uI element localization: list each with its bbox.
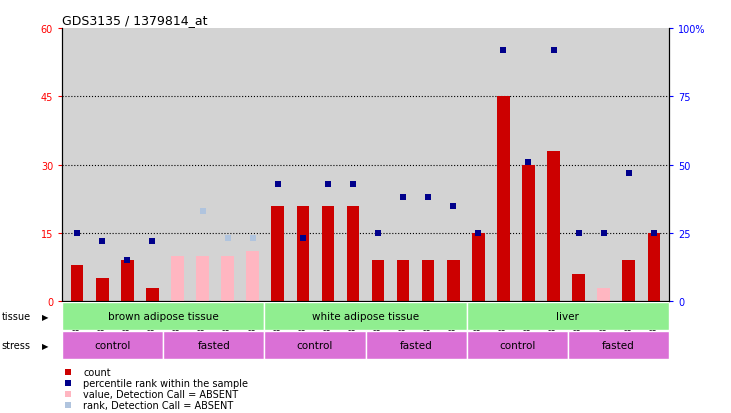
Text: tissue: tissue [1, 311, 31, 321]
Bar [96, 279, 108, 301]
Bar [422, 261, 434, 301]
Text: fasted: fasted [400, 340, 433, 350]
Bar [297, 206, 309, 301]
Bar [366, 331, 466, 359]
Bar [346, 206, 359, 301]
Text: white adipose tissue: white adipose tissue [312, 311, 419, 321]
Bar [221, 256, 234, 301]
Bar [71, 265, 83, 301]
Text: percentile rank within the sample: percentile rank within the sample [83, 378, 249, 388]
Bar [568, 331, 669, 359]
Bar [522, 165, 535, 301]
Text: control: control [94, 340, 131, 350]
Bar [265, 331, 366, 359]
Bar [648, 233, 660, 301]
Bar [171, 256, 183, 301]
Text: count: count [83, 368, 111, 377]
Text: ▶: ▶ [42, 341, 49, 350]
Bar [397, 261, 409, 301]
Text: control: control [297, 340, 333, 350]
Bar [447, 261, 460, 301]
Bar [597, 288, 610, 301]
Bar [572, 274, 585, 301]
Bar [62, 302, 265, 330]
Bar [246, 252, 259, 301]
Bar [271, 206, 284, 301]
Bar [372, 261, 385, 301]
Bar [265, 302, 466, 330]
Text: ▶: ▶ [42, 312, 49, 321]
Text: stress: stress [1, 340, 31, 350]
Text: fasted: fasted [602, 340, 635, 350]
Bar [466, 302, 669, 330]
Bar [196, 256, 209, 301]
Text: control: control [499, 340, 535, 350]
Bar [497, 97, 510, 301]
Bar [472, 233, 485, 301]
Bar [322, 206, 334, 301]
Bar [62, 331, 163, 359]
Text: rank, Detection Call = ABSENT: rank, Detection Call = ABSENT [83, 400, 234, 410]
Bar [121, 261, 134, 301]
Text: value, Detection Call = ABSENT: value, Detection Call = ABSENT [83, 389, 238, 399]
Text: fasted: fasted [197, 340, 230, 350]
Bar [163, 331, 265, 359]
Text: liver: liver [556, 311, 579, 321]
Bar [146, 288, 159, 301]
Text: GDS3135 / 1379814_at: GDS3135 / 1379814_at [62, 14, 208, 27]
Bar [548, 152, 560, 301]
Bar [466, 331, 568, 359]
Bar [623, 261, 635, 301]
Text: brown adipose tissue: brown adipose tissue [108, 311, 219, 321]
